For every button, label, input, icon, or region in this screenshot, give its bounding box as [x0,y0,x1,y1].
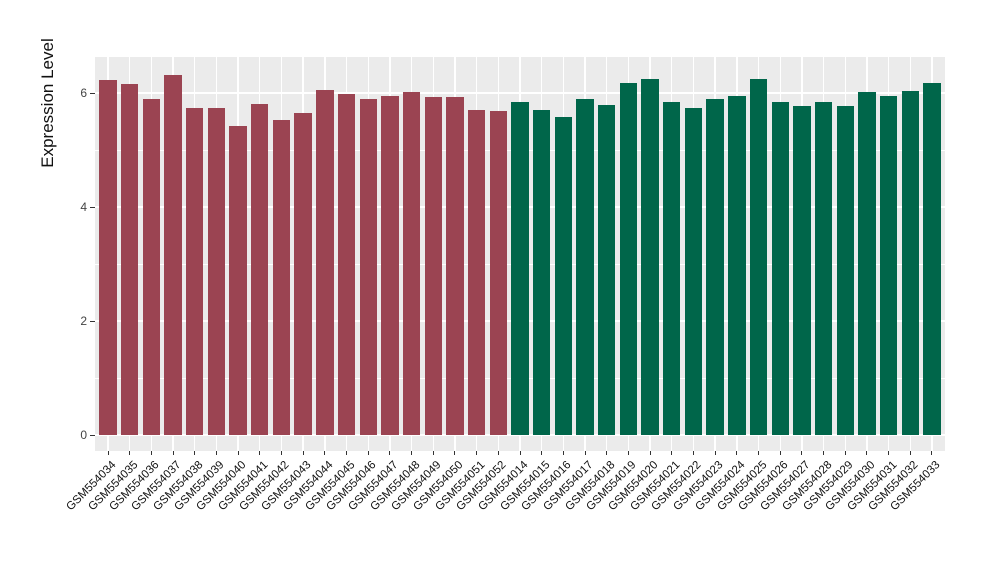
bar-GSM554033 [923,83,941,435]
bar-GSM554021 [663,101,681,435]
x-axis-tick [758,451,760,455]
bar-GSM554036 [142,99,161,435]
y-axis-tick [90,207,95,208]
x-axis-tick [215,451,217,455]
x-axis-tick [714,451,716,455]
plot-panel [95,57,945,451]
major-gridline [95,434,945,436]
x-axis-tick [497,451,499,455]
x-axis-tick [866,451,868,455]
bar-GSM554051 [467,109,486,435]
bar-GSM554018 [598,104,616,435]
bar-GSM554044 [316,89,334,435]
bar-GSM554027 [793,105,811,435]
x-axis-tick [194,451,196,455]
major-gridline [95,92,945,94]
x-axis-tick [346,451,348,455]
x-axis-tick [627,451,629,455]
y-axis-tick [90,435,95,436]
x-axis-tick [107,451,109,455]
bar-GSM554047 [381,95,399,435]
x-axis-tick [736,451,738,455]
x-axis-tick [432,451,434,455]
x-axis-tick [692,451,694,455]
y-tick-label: 0 [80,428,87,442]
bar-GSM554038 [186,107,204,435]
y-axis-title-text: Expression Level [38,38,57,168]
x-axis-tick [801,451,803,455]
bar-GSM554046 [359,99,377,435]
bar-GSM554029 [836,105,854,435]
x-axis-tick [519,451,521,455]
bar-GSM554050 [446,96,464,435]
bar-GSM554042 [272,119,291,435]
x-axis-tick [367,451,369,455]
x-axis-tick [779,451,781,455]
bar-GSM554039 [207,107,226,435]
x-axis-tick [389,451,391,455]
x-axis-tick [541,451,543,455]
bar-GSM554045 [337,93,356,435]
x-axis-tick [888,451,890,455]
x-axis-tick [909,451,911,455]
bar-GSM554019 [619,82,638,435]
bar-GSM554017 [576,98,594,435]
bar-GSM554041 [251,103,269,435]
y-tick-label: 6 [80,86,87,100]
bar-GSM554040 [229,126,247,435]
bar-GSM554037 [164,74,182,435]
bar-GSM554052 [489,110,507,435]
x-axis-tick [411,451,413,455]
bar-GSM554015 [533,110,551,435]
bar-GSM554022 [684,107,703,435]
x-axis-tick [280,451,282,455]
x-axis-tick [823,451,825,455]
x-axis-tick [562,451,564,455]
bar-GSM554035 [121,83,139,435]
x-axis-tick [649,451,651,455]
x-axis-tick [324,451,326,455]
bar-GSM554043 [294,112,312,435]
x-axis-tick [584,451,586,455]
y-axis-tick [90,93,95,94]
x-axis-tick [931,451,933,455]
y-tick-label: 2 [80,314,87,328]
x-axis-tick [129,451,131,455]
x-axis-tick [302,451,304,455]
x-axis-tick [671,451,673,455]
bar-GSM554034 [99,80,117,435]
bar-GSM554025 [749,78,768,435]
x-axis-tick [150,451,152,455]
y-axis-tick [90,321,95,322]
x-axis-tick [606,451,608,455]
x-axis-tick [476,451,478,455]
bar-GSM554048 [402,91,421,435]
x-axis-tick [259,451,261,455]
bar-GSM554049 [424,96,442,435]
x-axis-tick [172,451,174,455]
bar-GSM554024 [728,95,746,435]
y-tick-label: 4 [80,200,87,214]
bar-GSM554028 [814,101,833,435]
bar-GSM554032 [901,91,919,435]
x-axis-tick [237,451,239,455]
bar-GSM554014 [511,102,529,435]
bar-GSM554016 [554,116,573,435]
bar-GSM554020 [641,79,659,435]
x-axis-tick [454,451,456,455]
bar-GSM554030 [858,92,876,435]
bar-GSM554031 [879,96,898,435]
bar-GSM554026 [771,101,789,435]
bar-GSM554023 [706,99,724,435]
x-axis-tick [844,451,846,455]
